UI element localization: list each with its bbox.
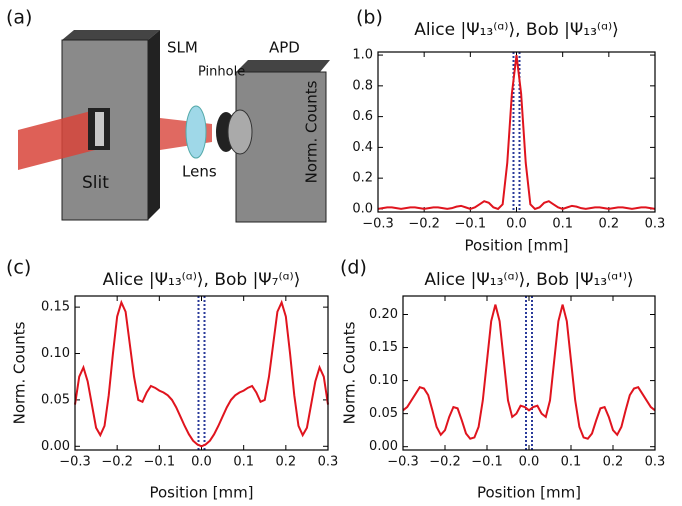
label-slit: Slit	[82, 173, 109, 193]
x-tick-label: −0.2	[101, 455, 133, 470]
x-tick-label: 0.0	[191, 455, 212, 470]
x-axis-label: Position [mm]	[149, 484, 253, 502]
plot-frame	[377, 51, 656, 213]
plot-frame	[74, 295, 329, 451]
x-tick-label: −0.1	[144, 455, 176, 470]
chart-title: Alice |Ψ₁₃⁽ᵅ⁾⟩, Bob |Ψ₁₃⁽ᵅ'⁾⟩	[424, 270, 633, 290]
x-tick-label: −0.1	[471, 455, 503, 470]
x-tick-label: 0.1	[561, 455, 582, 470]
panel-label: (a)	[6, 7, 32, 29]
slm-side	[148, 30, 160, 220]
chart-title: Alice |Ψ₁₃⁽ᵅ⁾⟩, Bob |Ψ₇⁽ᵅ⁾⟩	[103, 270, 301, 290]
curve	[74, 299, 329, 448]
x-tick-label: 0.3	[318, 455, 339, 470]
y-axis-label: Norm. Counts	[341, 321, 359, 424]
panel-label: (c)	[6, 257, 31, 279]
x-tick-label: 0.2	[598, 217, 619, 232]
label-apd: APD	[269, 39, 300, 57]
y-tick-label: 0.20	[369, 307, 398, 322]
y-tick-label: 0.05	[41, 392, 70, 407]
x-tick-label: −0.2	[429, 455, 461, 470]
plot-frame	[402, 295, 656, 451]
y-tick-label: 0.8	[352, 78, 373, 93]
chart: (d) Alice |Ψ₁₃⁽ᵅ⁾⟩, Bob |Ψ₁₃⁽ᵅ'⁾⟩ Position…	[340, 257, 665, 502]
apd-top	[236, 60, 330, 72]
x-tick-label: 0.2	[603, 455, 624, 470]
y-tick-label: 0.00	[41, 439, 70, 454]
panel-a: (a) SLM APD Pinhole Lens Slit	[6, 7, 330, 223]
y-tick-label: 0.00	[369, 439, 398, 454]
curve	[377, 54, 656, 211]
x-tick-label: −0.1	[455, 217, 487, 232]
x-tick-label: 0.0	[519, 455, 540, 470]
x-axis-label: Position [mm]	[477, 484, 581, 502]
x-tick-label: −0.3	[59, 455, 91, 470]
x-tick-label: 0.2	[275, 455, 296, 470]
x-tick-label: 0.0	[506, 217, 527, 232]
panel-label: (b)	[356, 7, 383, 29]
y-tick-label: 1.0	[352, 48, 373, 63]
label-lens: Lens	[182, 163, 217, 181]
panel-label: (d)	[340, 257, 367, 279]
slm-top	[62, 30, 160, 40]
label-pinhole: Pinhole	[198, 65, 245, 80]
chart: (b) Alice |Ψ₁₃⁽ᵅ⁾⟩, Bob |Ψ₁₃⁽ᵅ⁾⟩ Position …	[303, 7, 666, 255]
x-tick-label: −0.3	[387, 455, 419, 470]
lens	[185, 105, 207, 159]
x-tick-label: 0.1	[233, 455, 254, 470]
y-tick-label: 0.2	[352, 171, 373, 186]
x-axis-label: Position [mm]	[464, 237, 568, 255]
y-tick-label: 0.15	[41, 300, 70, 315]
y-tick-label: 0.0	[352, 201, 373, 216]
y-tick-label: 0.6	[352, 109, 373, 124]
curve	[402, 304, 656, 440]
y-tick-label: 0.10	[369, 373, 398, 388]
apd-window	[227, 109, 253, 155]
y-tick-label: 0.10	[41, 346, 70, 361]
chart-title: Alice |Ψ₁₃⁽ᵅ⁾⟩, Bob |Ψ₁₃⁽ᵅ⁾⟩	[414, 20, 619, 40]
label-slm: SLM	[167, 39, 198, 57]
x-tick-label: 0.1	[552, 217, 573, 232]
beam-in	[18, 110, 95, 170]
apd-body	[235, 71, 327, 223]
slit-opening	[95, 112, 104, 146]
x-tick-label: −0.2	[408, 217, 440, 232]
x-tick-label: −0.3	[362, 217, 394, 232]
x-tick-label: 0.3	[645, 455, 666, 470]
y-tick-label: 0.15	[369, 340, 398, 355]
y-tick-label: 0.05	[369, 406, 398, 421]
y-axis-label: Norm. Counts	[11, 321, 29, 424]
y-axis-label: Norm. Counts	[303, 80, 321, 183]
y-tick-label: 0.4	[352, 140, 373, 155]
x-tick-label: 0.3	[645, 217, 666, 232]
chart: (c) Alice |Ψ₁₃⁽ᵅ⁾⟩, Bob |Ψ₇⁽ᵅ⁾⟩ Position […	[6, 257, 338, 502]
